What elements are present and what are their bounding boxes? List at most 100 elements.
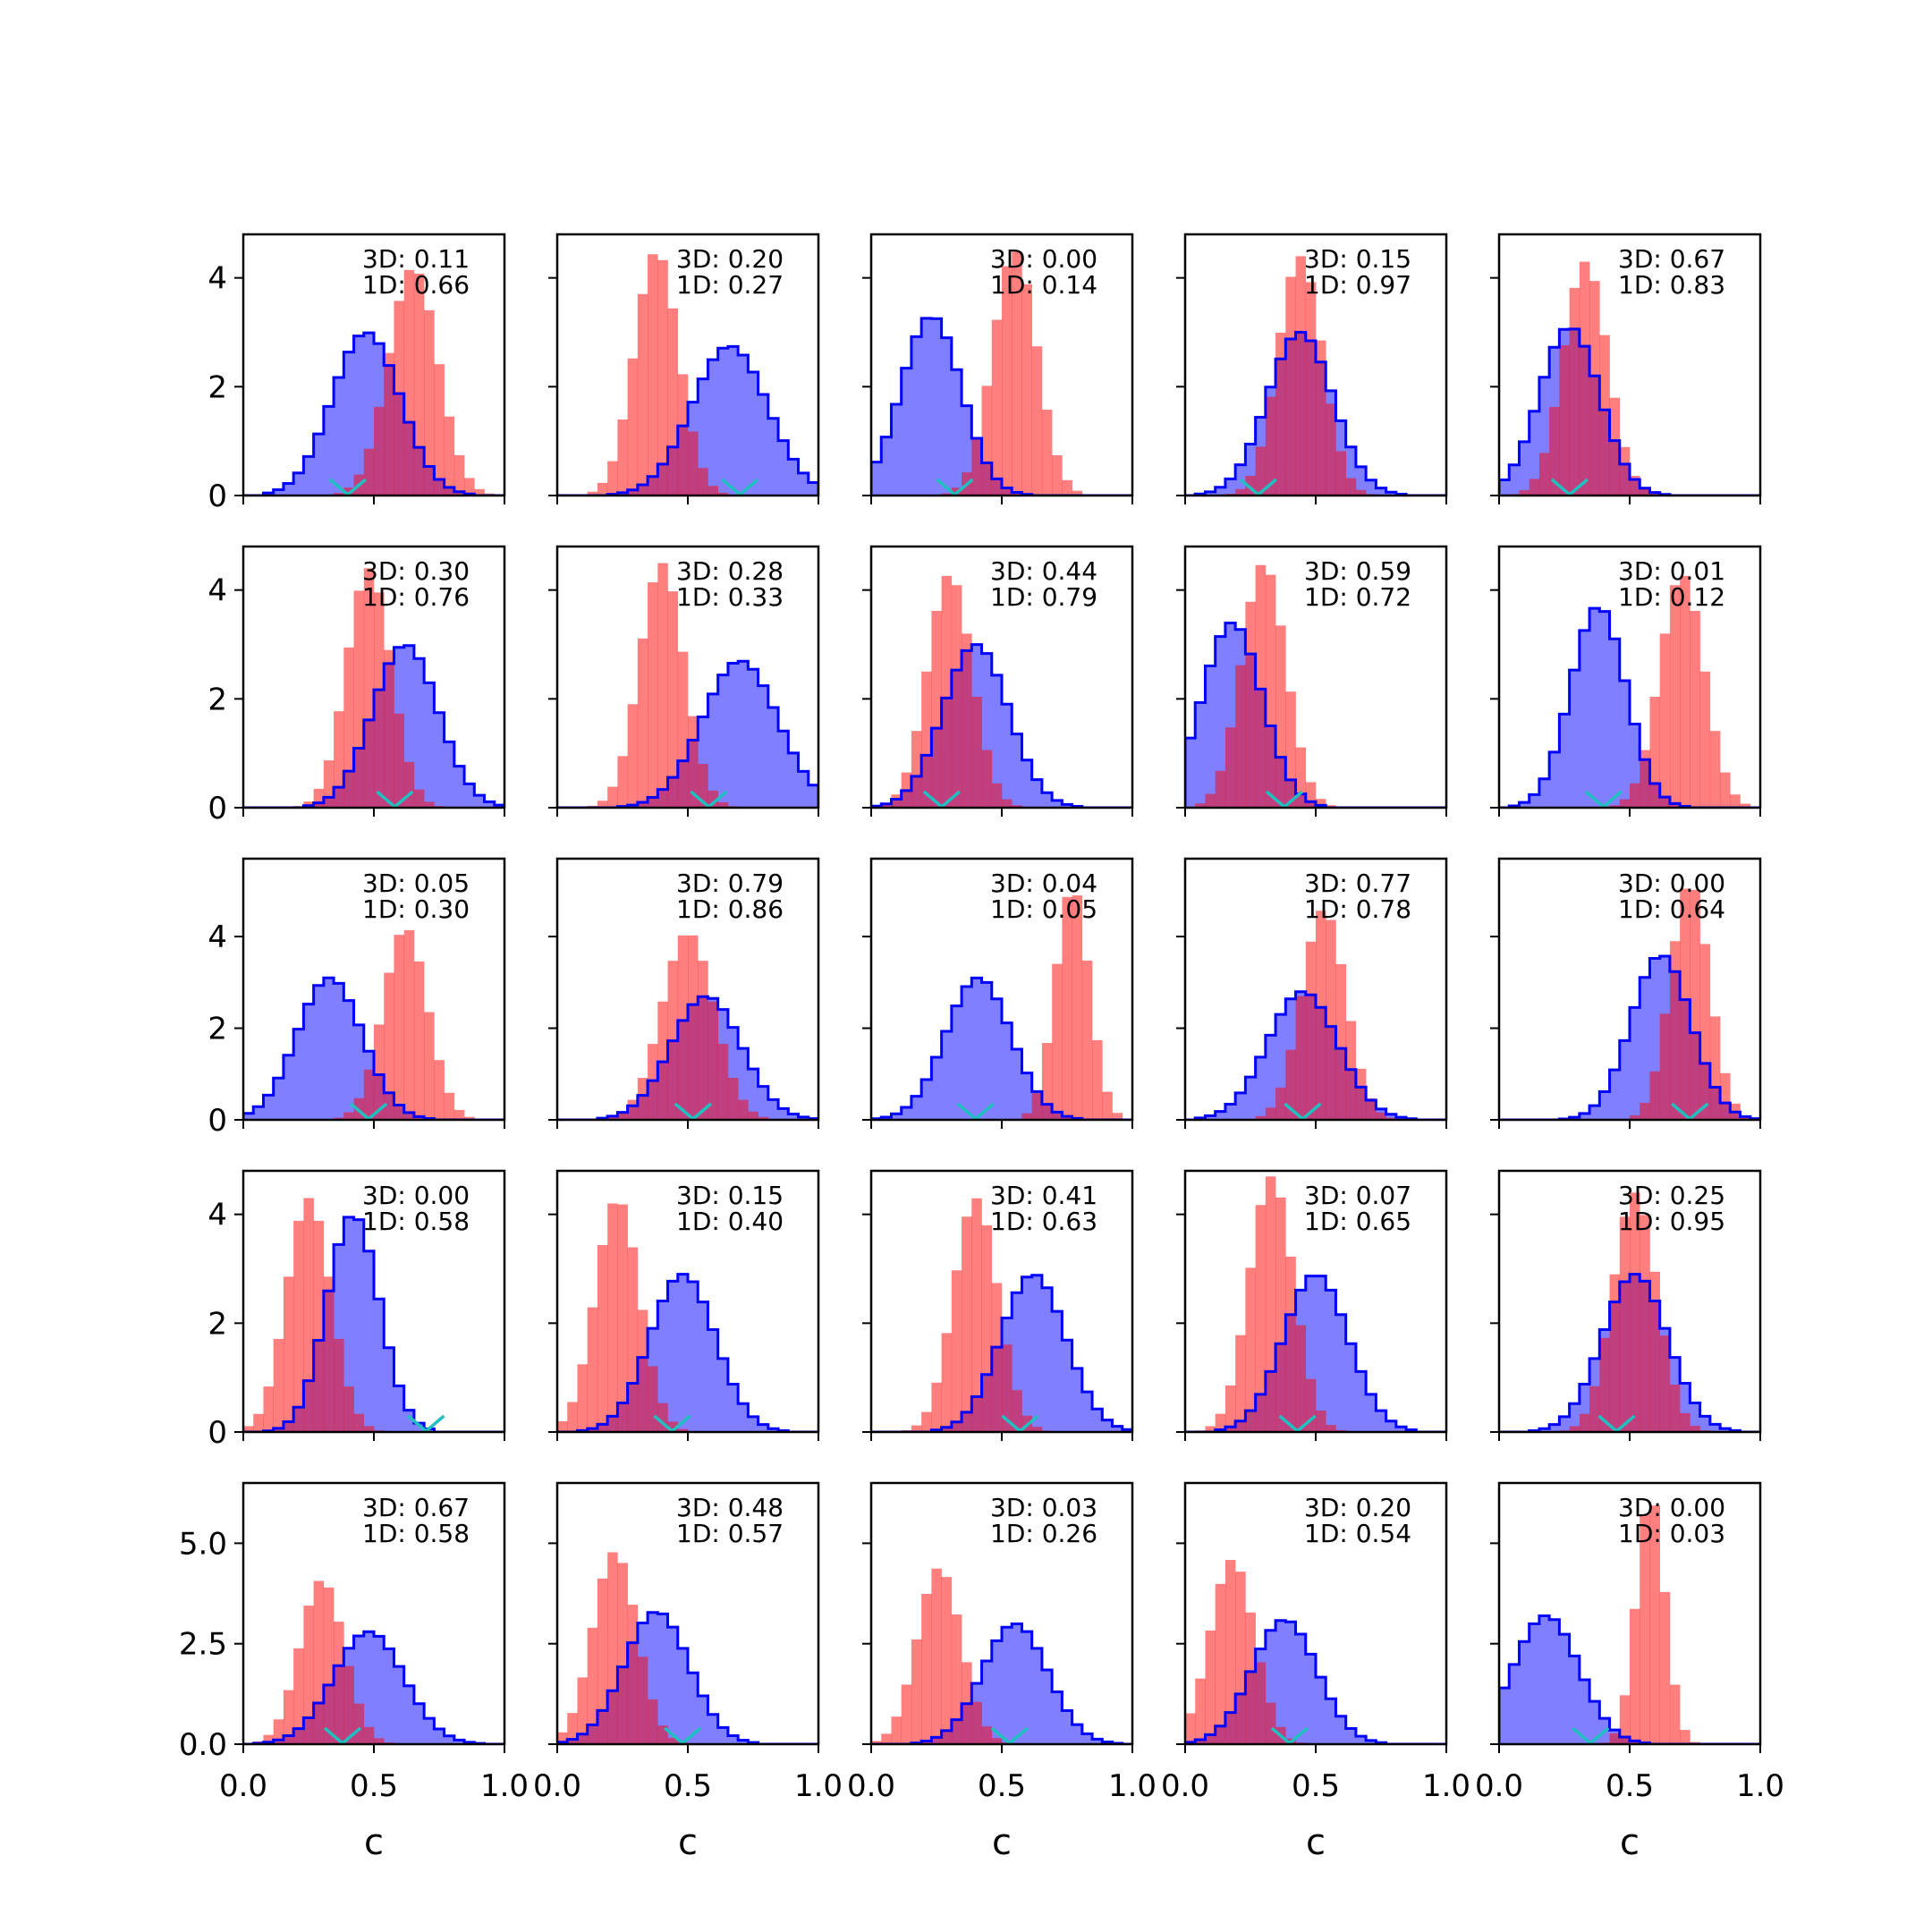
histogram-1d-bar <box>1589 1385 1600 1432</box>
x-tick-label: 0.5 <box>350 1768 398 1804</box>
histogram-1d-bar <box>1002 799 1013 808</box>
histogram-3d-outline <box>557 659 818 808</box>
histogram-1d-bar <box>871 1741 882 1744</box>
histogram-1d-bar <box>444 1092 455 1120</box>
histogram-1d-bar <box>597 1578 608 1744</box>
histogram-1d-bar <box>637 638 648 808</box>
annotation-1d: 1D: 0.63 <box>990 1207 1097 1236</box>
y-tick-label: 0 <box>208 479 227 514</box>
histogram-1d-bar <box>597 801 608 808</box>
histogram-1d-bar <box>323 1587 335 1744</box>
histogram-1d-bar <box>444 416 455 496</box>
histogram-1d-bar <box>1295 996 1307 1120</box>
histogram-1d-bar <box>962 1216 972 1432</box>
histogram-1d-bar <box>263 1386 274 1432</box>
annotation-3d: 3D: 0.00 <box>1618 1493 1725 1522</box>
histogram-1d-bar <box>1012 1390 1022 1432</box>
histogram-1d-bar <box>1255 446 1267 496</box>
histogram-1d-bar <box>1669 1385 1681 1432</box>
histogram-1d-bar <box>931 610 942 808</box>
histogram-1d-bar <box>1062 896 1072 1120</box>
histogram-1d-bar <box>374 1024 385 1120</box>
annotation-1d: 1D: 0.03 <box>1618 1519 1725 1548</box>
histogram-3d-outline <box>1185 990 1446 1120</box>
histogram-1d-bar <box>394 935 404 1120</box>
annotation-3d: 3D: 0.79 <box>676 869 784 898</box>
histogram-1d-bar <box>901 1684 912 1744</box>
annotation-1d: 1D: 0.72 <box>1304 582 1411 612</box>
histogram-1d-bar <box>1265 1702 1276 1744</box>
histogram-1d-bar <box>667 308 679 496</box>
histogram-1d-bar <box>1224 727 1236 808</box>
histogram-1d-bar <box>293 1220 304 1432</box>
histogram-1d-bar <box>1265 1176 1276 1432</box>
histogram-1d-bar <box>1215 1583 1226 1744</box>
histogram-1d-bar <box>1081 960 1093 1120</box>
histogram-1d-bar <box>353 1703 365 1744</box>
histogram-1d-bar <box>1072 490 1083 496</box>
histogram-3d-fill <box>243 978 504 1120</box>
annotation-3d: 3D: 0.03 <box>990 1493 1097 1522</box>
histogram-3d-outline <box>871 1622 1132 1744</box>
histogram-3d-fill <box>243 1216 504 1432</box>
y-tick-label: 2 <box>208 1306 227 1342</box>
histogram-1d-bar <box>667 591 679 808</box>
histogram-1d-bar <box>1599 335 1610 496</box>
x-axis-label: c <box>1306 1822 1326 1863</box>
histogram-1d-bar <box>1649 1071 1660 1120</box>
histogram-1d-bar <box>403 761 415 808</box>
y-tick-label: 2.5 <box>179 1627 227 1663</box>
annotation-3d: 3D: 0.00 <box>990 244 1097 274</box>
histogram-3d-outline <box>557 1611 818 1744</box>
annotation-1d: 1D: 0.79 <box>990 582 1097 612</box>
histogram-1d-bar <box>1052 963 1063 1120</box>
x-tick-label: 0.0 <box>847 1768 895 1804</box>
histogram-1d-bar <box>1245 1612 1256 1744</box>
histogram-1d-bar <box>1690 610 1700 808</box>
histogram-1d-bar <box>1285 1256 1296 1432</box>
histogram-1d-bar <box>557 1732 568 1744</box>
histogram-1d-bar <box>413 273 425 496</box>
histogram-1d-bar <box>1519 490 1530 496</box>
annotation-3d: 3D: 0.59 <box>1304 556 1411 586</box>
histogram-1d-bar <box>363 568 375 808</box>
histogram-1d-bar <box>1355 489 1367 496</box>
histogram-3d-outline <box>1185 331 1446 496</box>
annotation-1d: 1D: 0.78 <box>1304 894 1411 924</box>
histogram-1d-bar <box>1599 1337 1610 1432</box>
histogram-3d-outline <box>243 644 504 808</box>
histogram-1d-bar <box>1316 799 1326 808</box>
annotation-3d: 3D: 0.25 <box>1618 1181 1725 1210</box>
annotation-1d: 1D: 0.65 <box>1304 1207 1411 1236</box>
histogram-3d-outline <box>1499 1273 1760 1432</box>
histogram-1d-bar <box>1031 1427 1043 1432</box>
annotation-1d: 1D: 0.86 <box>676 894 784 924</box>
histogram-1d-bar <box>1285 691 1296 808</box>
histogram-1d-bar <box>1102 1091 1113 1120</box>
annotation-1d: 1D: 0.26 <box>990 1519 1097 1548</box>
histogram-1d-bar <box>303 1606 314 1744</box>
histogram-1d-bar <box>1326 919 1336 1120</box>
histogram-1d-bar <box>1305 282 1317 496</box>
histogram-3d-fill <box>871 318 1132 496</box>
histogram-1d-bar <box>607 1203 618 1432</box>
histogram-1d-bar <box>434 1060 445 1120</box>
histogram-1d-bar <box>951 1614 962 1744</box>
annotation-3d: 3D: 0.15 <box>676 1181 784 1210</box>
histogram-1d-bar <box>1235 665 1246 808</box>
histogram-1d-bar <box>1265 1107 1276 1120</box>
histogram-1d-bar <box>1345 478 1357 496</box>
histogram-1d-bar <box>453 1109 465 1120</box>
x-axis-label: c <box>678 1822 698 1863</box>
annotation-1d: 1D: 0.54 <box>1304 1519 1411 1548</box>
histogram-3d-fill <box>1499 1615 1760 1744</box>
histogram-1d-bar <box>951 1270 962 1432</box>
histogram-1d-bar <box>343 647 354 808</box>
x-tick-label: 1.0 <box>1736 1768 1784 1804</box>
